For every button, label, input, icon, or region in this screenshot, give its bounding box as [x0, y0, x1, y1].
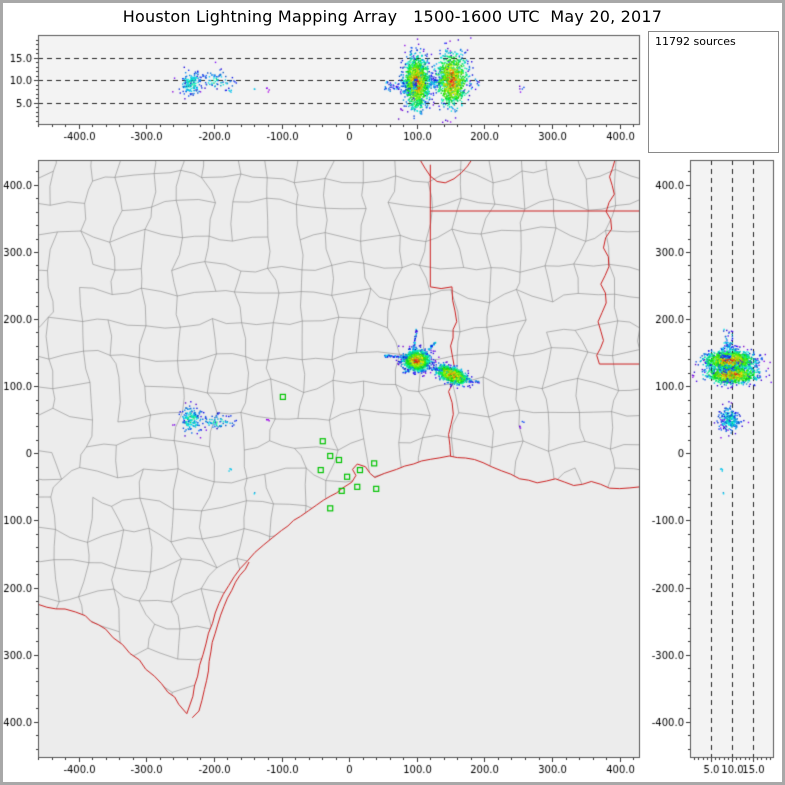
sources-count-box: 11792 sources: [648, 31, 779, 153]
sources-count-label: 11792 sources: [655, 35, 736, 48]
altitude-ns-panel: [648, 156, 782, 782]
altitude-ew-panel: [3, 31, 648, 156]
plan-view-map: [3, 156, 648, 782]
outer-frame: Houston Lightning Mapping Array 1500-160…: [3, 3, 782, 782]
page-title: Houston Lightning Mapping Array 1500-160…: [122, 7, 663, 26]
